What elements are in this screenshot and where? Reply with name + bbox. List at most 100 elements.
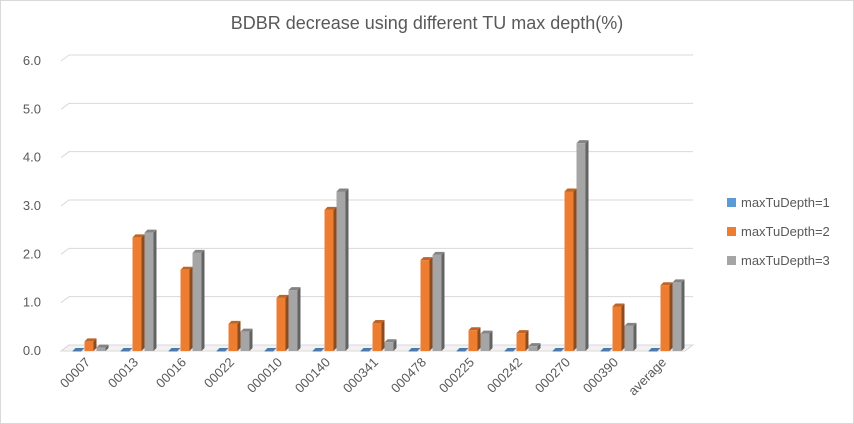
bar-face <box>552 351 562 352</box>
bar-side <box>489 330 493 351</box>
bar-top <box>468 327 481 331</box>
bar <box>228 320 241 351</box>
legend-item: maxTuDepth=3 <box>727 252 830 268</box>
bar-side <box>537 343 541 351</box>
bar <box>96 344 109 351</box>
bar-top <box>384 339 397 343</box>
bar-face <box>612 306 622 351</box>
bar-top <box>336 188 349 192</box>
bar <box>144 229 157 351</box>
bar-face <box>360 351 370 352</box>
bar <box>528 343 541 351</box>
bar <box>456 348 469 352</box>
legend-label: maxTuDepth=2 <box>741 223 830 239</box>
legend-item: maxTuDepth=2 <box>727 223 830 239</box>
bar-face <box>372 322 382 351</box>
bar-top <box>168 348 181 351</box>
bar-side <box>345 188 349 351</box>
bar-face <box>672 282 682 351</box>
x-tick-label: 000242 <box>484 355 525 396</box>
bar <box>384 339 397 351</box>
y-tick-label: 1.0 <box>23 295 41 310</box>
bar-side <box>249 328 253 351</box>
bar <box>276 294 289 351</box>
bar-face <box>84 341 94 351</box>
x-tick-label: average <box>625 355 669 399</box>
bar-top <box>312 348 325 351</box>
bar-top <box>228 320 241 324</box>
bar <box>648 348 661 352</box>
x-tick-label: 000270 <box>532 355 573 396</box>
y-tick-label: 6.0 <box>23 53 41 68</box>
bar-face <box>528 346 538 351</box>
chart-title: BDBR decrease using different TU max dep… <box>230 13 624 33</box>
bar-top <box>72 348 85 351</box>
bar-top <box>288 287 301 291</box>
bar-side <box>141 234 145 351</box>
bar-face <box>576 143 586 351</box>
bar <box>312 348 325 352</box>
bar <box>216 348 229 352</box>
bar-side <box>525 330 529 351</box>
y-tick-label: 3.0 <box>23 198 41 213</box>
bar-face <box>264 351 274 352</box>
bar-top <box>216 348 229 351</box>
x-tick-label: 000341 <box>340 355 381 396</box>
bar-face <box>420 260 430 351</box>
bar-top <box>576 140 589 144</box>
bar-face <box>336 191 346 351</box>
bar-top <box>624 322 637 326</box>
bar-top <box>96 344 109 348</box>
bar <box>612 303 625 351</box>
x-tick-label: 000478 <box>388 355 429 396</box>
bar-top <box>528 343 541 347</box>
bar-face <box>600 351 610 352</box>
bar-side <box>669 282 673 351</box>
bar-face <box>276 297 286 351</box>
bar <box>168 348 181 352</box>
bar-side <box>573 188 577 351</box>
bar-top <box>648 348 661 351</box>
bar <box>72 348 85 352</box>
bar-side <box>477 327 481 351</box>
bar-top <box>132 234 145 238</box>
bar-face <box>384 342 394 351</box>
bar <box>600 348 613 352</box>
bar-top <box>612 303 625 307</box>
bar <box>672 279 685 351</box>
y-gridline <box>60 199 693 207</box>
bar-face <box>660 285 670 351</box>
bar-top <box>564 188 577 192</box>
bar-top <box>120 348 133 351</box>
bar-side <box>153 229 157 351</box>
bar <box>192 249 205 351</box>
bar-top <box>552 348 565 351</box>
legend-swatch <box>727 197 736 207</box>
x-tick-label: 000140 <box>292 355 333 396</box>
y-gridline <box>60 102 693 110</box>
y-tick-label: 4.0 <box>23 150 41 165</box>
bar <box>564 188 577 351</box>
bar-top <box>276 294 289 298</box>
bar <box>504 348 517 352</box>
bar <box>480 330 493 351</box>
bar-face <box>624 325 634 351</box>
bar-face <box>168 351 178 352</box>
bar-top <box>408 348 421 351</box>
bar-side <box>285 294 289 351</box>
bar <box>576 140 589 351</box>
bar-side <box>237 320 241 351</box>
bar <box>360 348 373 352</box>
bar-face <box>120 351 130 352</box>
bar <box>516 330 529 351</box>
bar-side <box>381 319 385 351</box>
bar-face <box>480 333 490 351</box>
legend-swatch <box>727 255 736 265</box>
bar-side <box>441 251 445 351</box>
bar-face <box>468 330 478 351</box>
bar-top <box>600 348 613 351</box>
bar-face <box>228 323 238 351</box>
bar-top <box>432 251 445 255</box>
bar-top <box>372 319 385 323</box>
